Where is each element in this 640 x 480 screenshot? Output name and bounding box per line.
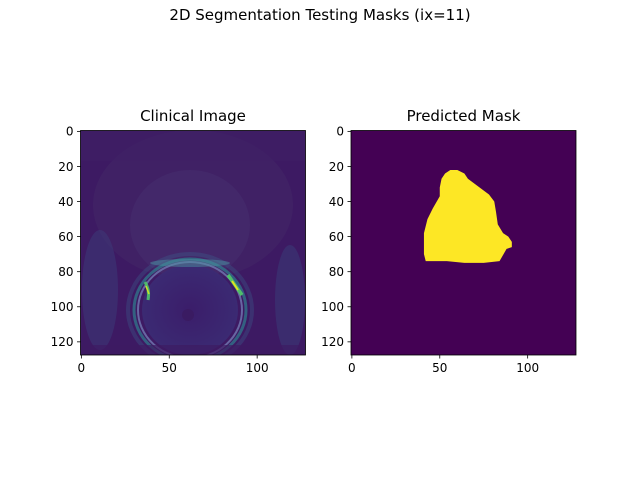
y-tick-label: 80 <box>58 265 73 279</box>
right-hotspot-core <box>231 280 239 291</box>
axes-frame-left <box>80 130 306 356</box>
ticks-left: 0 50 100 0 20 40 60 80 100 120 <box>51 125 269 375</box>
y-tick-label: 100 <box>321 300 344 314</box>
y-tick-label: 120 <box>51 335 74 349</box>
y-tick-label: 40 <box>58 195 73 209</box>
y-tick-label: 120 <box>321 335 344 349</box>
axes-predicted-mask: Predicted Mask 0 50 100 0 20 40 60 80 100 120 <box>321 107 577 375</box>
ticks-right: 0 50 100 0 20 40 60 80 100 120 <box>321 125 539 375</box>
axes-title-predicted-mask: Predicted Mask <box>407 107 521 125</box>
y-tick-label: 60 <box>329 230 344 244</box>
figure-title: 2D Segmentation Testing Masks (ix=11) <box>169 6 471 24</box>
y-tick-label: 40 <box>329 195 344 209</box>
clinical-mri-image <box>80 130 306 355</box>
y-tick-label: 0 <box>66 125 74 139</box>
x-tick-label: 100 <box>246 361 269 375</box>
x-tick-label: 50 <box>432 361 447 375</box>
y-tick-label: 20 <box>329 160 344 174</box>
bottom-dark-band <box>80 345 306 355</box>
x-tick-label: 100 <box>516 361 539 375</box>
axes-frame-right <box>350 130 577 356</box>
right-side-structure <box>275 245 305 355</box>
y-tick-label: 0 <box>336 125 344 139</box>
left-side-structure <box>82 230 118 350</box>
left-hotspot-core <box>145 285 150 295</box>
x-tick-label: 0 <box>348 361 356 375</box>
axes-clinical-image: Clinical Image <box>51 107 306 375</box>
top-of-ring-glow <box>150 259 230 267</box>
x-tick-label: 50 <box>162 361 177 375</box>
central-soft-tissue <box>130 170 250 280</box>
y-tick-label: 20 <box>58 160 73 174</box>
y-tick-label: 60 <box>58 230 73 244</box>
predicted-mask-region <box>423 169 512 263</box>
y-tick-label: 100 <box>51 300 74 314</box>
x-tick-label: 0 <box>78 361 86 375</box>
top-texture-band <box>80 130 306 161</box>
center-dark-spot <box>182 309 194 321</box>
y-tick-label: 80 <box>329 265 344 279</box>
coil-ring-halo <box>126 252 254 355</box>
axes-title-clinical-image: Clinical Image <box>140 107 246 125</box>
